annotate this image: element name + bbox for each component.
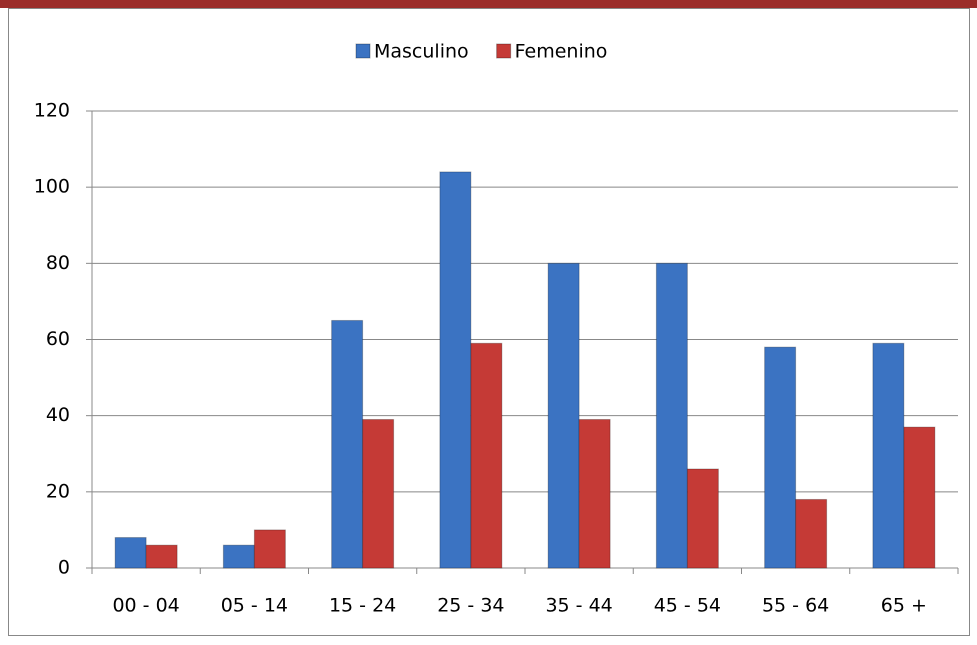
top-band [0,0,977,8]
y-tick-label: 40 [46,404,70,426]
y-tick-label: 60 [46,328,70,350]
y-tick-label: 20 [46,480,70,502]
legend-label: Masculino [374,41,469,63]
x-tick-label: 25 - 34 [437,595,504,617]
y-tick-label: 120 [34,100,70,122]
y-tick-label: 80 [46,252,70,274]
bar [686,468,719,569]
y-tick-label: 100 [34,176,70,198]
bar [439,171,472,569]
bar [114,537,147,569]
bar [470,342,503,569]
bar [253,529,286,569]
legend-swatch [355,43,371,59]
bar [578,418,611,569]
x-tick-label: 65 + [881,595,927,617]
bar [145,544,178,569]
x-tick-label: 00 - 04 [112,595,179,617]
bar [872,342,905,569]
legend: Masculino Femenino [355,41,608,63]
bar [362,418,395,569]
legend-label: Femenino [515,41,608,63]
bar [655,262,688,569]
x-tick-label: 55 - 64 [762,595,829,617]
bar [331,319,364,569]
bar [222,544,255,569]
bar [547,262,580,569]
y-tick-label: 0 [58,557,70,579]
legend-swatch [496,43,512,59]
x-tick-label: 45 - 54 [654,595,721,617]
x-tick-label: 15 - 24 [329,595,396,617]
x-tick-label: 05 - 14 [221,595,288,617]
x-tick-label: 35 - 44 [545,595,612,617]
bar [764,346,797,569]
bar [795,498,828,569]
bar [903,426,936,569]
